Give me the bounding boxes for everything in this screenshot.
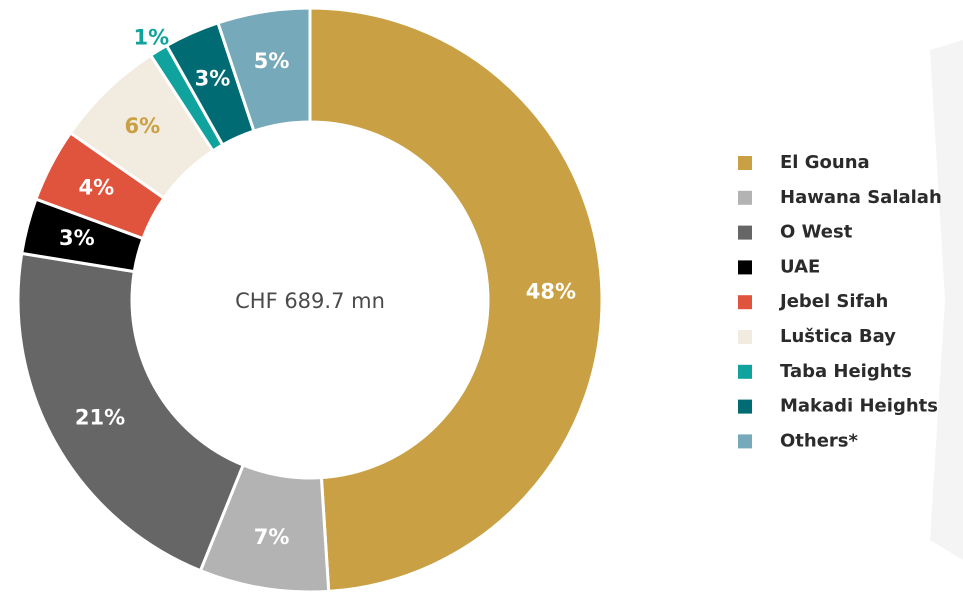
slice-label: 21% bbox=[75, 405, 125, 429]
legend-swatch bbox=[738, 330, 752, 344]
legend-label: UAE bbox=[780, 256, 820, 277]
legend-label: Others* bbox=[780, 430, 859, 451]
donut-slice bbox=[16, 251, 246, 573]
legend-label: O West bbox=[780, 222, 853, 243]
legend-swatch bbox=[738, 434, 752, 449]
donut-slice bbox=[308, 6, 604, 593]
legend-swatch bbox=[738, 190, 752, 205]
slice-label: 48% bbox=[526, 279, 576, 303]
slice-label: 1% bbox=[134, 25, 170, 49]
legend-swatch bbox=[738, 399, 752, 414]
slice-label: 4% bbox=[79, 176, 115, 200]
legend-swatch bbox=[738, 225, 752, 240]
background-decoration bbox=[930, 40, 963, 560]
slice-label: 3% bbox=[195, 67, 231, 91]
slice-label: 6% bbox=[125, 114, 161, 138]
center-label: CHF 689.7 mn bbox=[235, 289, 385, 313]
legend-label: Jebel Sifah bbox=[778, 291, 888, 312]
legend-swatch bbox=[738, 156, 752, 170]
legend-swatch bbox=[738, 364, 752, 379]
legend-label: Taba Heights bbox=[780, 361, 912, 382]
donut-slice bbox=[216, 6, 312, 133]
legend-label: Luštica Bay bbox=[780, 326, 896, 347]
slice-label: 5% bbox=[254, 49, 290, 73]
legend-label: Hawana Salalah bbox=[780, 187, 942, 208]
legend-swatch bbox=[738, 260, 752, 275]
legend-label: El Gouna bbox=[780, 152, 870, 173]
legend-label: Makadi Heights bbox=[780, 396, 938, 417]
legend-swatch bbox=[738, 295, 752, 310]
slice-label: 3% bbox=[59, 226, 95, 250]
slice-label: 7% bbox=[254, 525, 290, 549]
